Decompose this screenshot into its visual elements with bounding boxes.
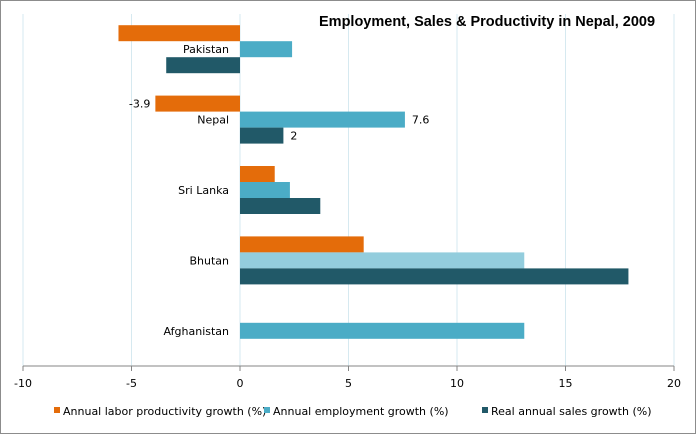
- data-label: -3.9: [129, 98, 150, 111]
- data-labels: -3.9 7.6 2: [129, 98, 430, 143]
- x-tick-label: 20: [667, 377, 681, 390]
- x-tick-label: 0: [237, 377, 244, 390]
- gridlines: [22, 14, 675, 366]
- x-tick-label: -10: [14, 377, 32, 390]
- bar-nepal-series-0: [155, 95, 240, 112]
- bars: [118, 25, 629, 339]
- legend: Annual labor productivity growth (%) Annu…: [54, 405, 652, 418]
- legend-swatch: [482, 407, 488, 413]
- bar-afghanistan-series-1: [240, 322, 525, 339]
- x-axis-ticks: -10 -5 0 5 10 15 20: [14, 366, 681, 390]
- bar-pakistan-series-0: [118, 25, 240, 42]
- category-label: Afghanistan: [164, 325, 230, 338]
- category-label: Nepal: [197, 114, 229, 127]
- category-labels: Pakistan Nepal Sri Lanka Bhutan Afghanistan: [164, 43, 230, 338]
- data-label: 7.6: [412, 114, 430, 127]
- x-tick-label: 10: [450, 377, 464, 390]
- bar-sri-lanka-series-1: [240, 182, 290, 198]
- bar-sri-lanka-series-0: [240, 166, 275, 182]
- category-label: Sri Lanka: [178, 184, 229, 197]
- bar-pakistan-series-2: [166, 57, 240, 74]
- bar-sri-lanka-series-2: [240, 198, 321, 214]
- bar-pakistan-series-1: [240, 41, 293, 58]
- legend-label: Real annual sales growth (%): [491, 405, 652, 418]
- x-tick-label: 15: [559, 377, 573, 390]
- bar-nepal-series-2: [240, 127, 284, 144]
- bar-nepal-series-1: [240, 111, 405, 128]
- x-tick-label: -5: [126, 377, 137, 390]
- legend-swatch: [264, 407, 270, 413]
- category-label: Bhutan: [189, 254, 229, 267]
- chart-title: Employment, Sales & Productivity in Nepa…: [319, 14, 655, 30]
- data-label: 2: [290, 130, 297, 143]
- bar-bhutan-series-1: [240, 252, 525, 269]
- legend-label: Annual labor productivity growth (%): [63, 405, 266, 418]
- legend-label: Annual employment growth (%): [273, 405, 449, 418]
- legend-swatch: [54, 407, 60, 413]
- x-tick-label: 5: [345, 377, 352, 390]
- category-label: Pakistan: [183, 43, 229, 56]
- bar-bhutan-series-2: [240, 268, 629, 285]
- bar-bhutan-series-0: [240, 236, 364, 253]
